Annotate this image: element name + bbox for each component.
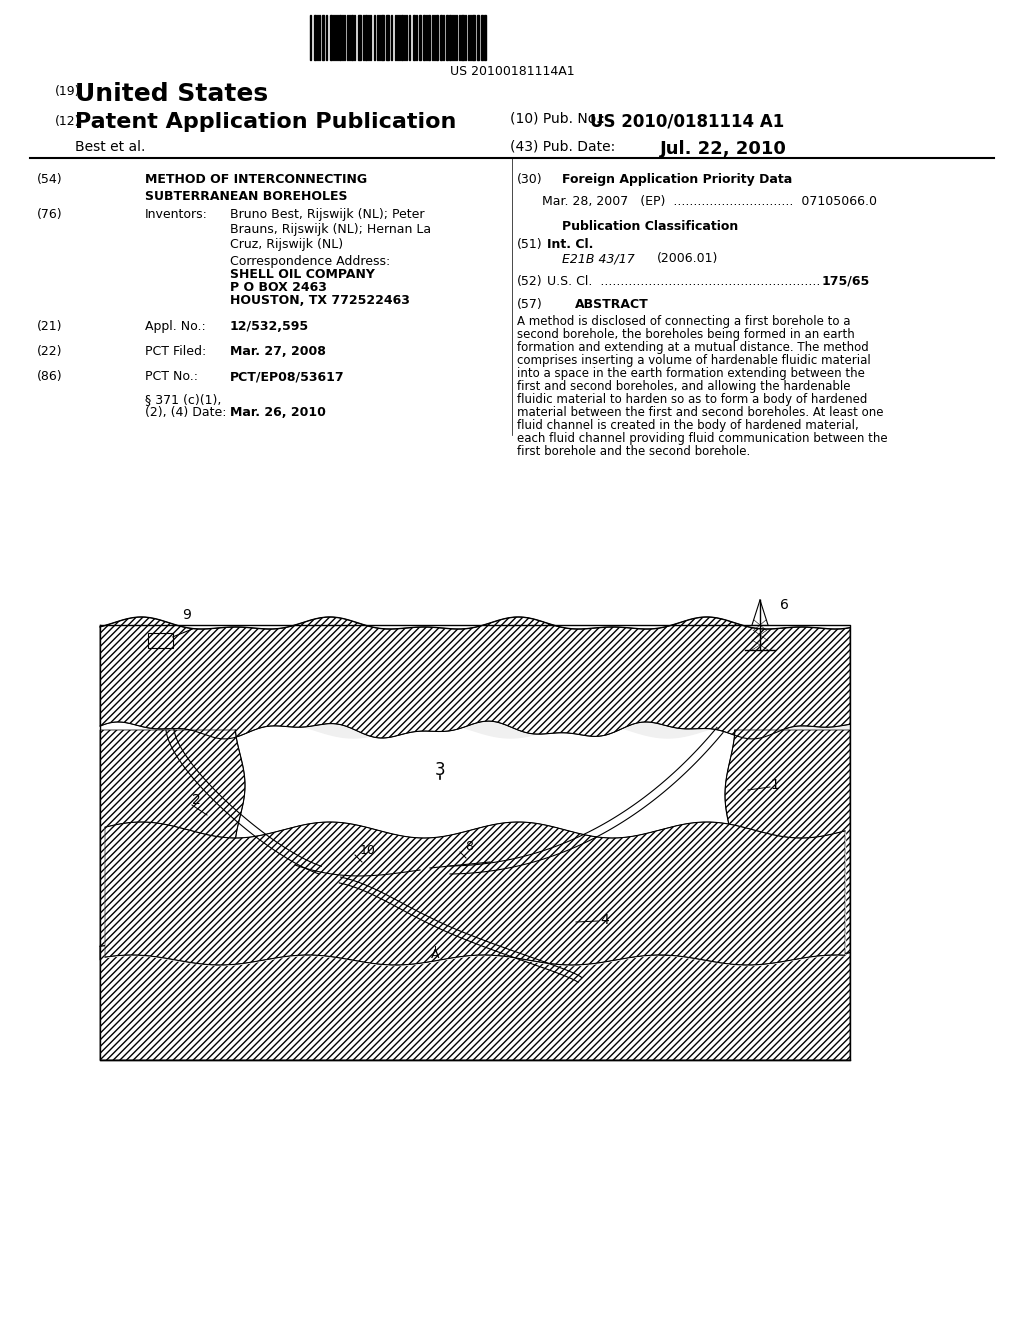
Text: A: A — [431, 949, 439, 961]
Bar — [358, 15, 361, 59]
Bar — [484, 15, 486, 59]
Text: Foreign Application Priority Data: Foreign Application Priority Data — [562, 173, 793, 186]
Text: PCT No.:: PCT No.: — [145, 370, 198, 383]
Text: PCT Filed:: PCT Filed: — [145, 345, 206, 358]
Text: Jul. 22, 2010: Jul. 22, 2010 — [660, 140, 786, 158]
Text: 3: 3 — [434, 762, 445, 779]
Bar — [436, 15, 438, 59]
Polygon shape — [100, 945, 850, 1060]
Text: fluid channel is created in the body of hardened material,: fluid channel is created in the body of … — [517, 418, 859, 432]
Text: (51): (51) — [517, 238, 543, 251]
Bar — [351, 15, 353, 59]
Text: U.S. Cl.  .......................................................: U.S. Cl. ...............................… — [547, 275, 820, 288]
Text: into a space in the earth formation extending between the: into a space in the earth formation exte… — [517, 367, 865, 380]
Bar — [330, 15, 332, 59]
Text: United States: United States — [75, 82, 268, 106]
Text: (22): (22) — [37, 345, 62, 358]
Bar — [339, 15, 341, 59]
Text: 6: 6 — [780, 598, 788, 612]
Text: Mar. 26, 2010: Mar. 26, 2010 — [230, 407, 326, 418]
Bar — [461, 15, 464, 59]
Text: 175/65: 175/65 — [822, 275, 870, 288]
Bar — [413, 15, 415, 59]
Bar — [401, 15, 403, 59]
Text: 8: 8 — [465, 841, 473, 854]
Text: (86): (86) — [37, 370, 62, 383]
Text: fluidic material to harden so as to form a body of hardened: fluidic material to harden so as to form… — [517, 393, 867, 407]
Text: (52): (52) — [517, 275, 543, 288]
Text: 10: 10 — [360, 843, 376, 857]
Bar — [148, 634, 173, 648]
Text: (12): (12) — [55, 115, 81, 128]
Bar — [386, 15, 389, 59]
Text: Int. Cl.: Int. Cl. — [547, 238, 593, 251]
Text: SHELL OIL COMPANY: SHELL OIL COMPANY — [230, 268, 375, 281]
Text: (76): (76) — [37, 209, 62, 220]
Text: comprises inserting a volume of hardenable fluidic material: comprises inserting a volume of hardenab… — [517, 354, 870, 367]
Text: 9: 9 — [182, 609, 190, 622]
Text: (10) Pub. No.:: (10) Pub. No.: — [510, 112, 605, 125]
Text: second borehole, the boreholes being formed in an earth: second borehole, the boreholes being for… — [517, 327, 855, 341]
Bar — [423, 15, 425, 59]
Text: HOUSTON, TX 772522463: HOUSTON, TX 772522463 — [230, 294, 410, 308]
Text: (2), (4) Date:: (2), (4) Date: — [145, 407, 226, 418]
Text: 1: 1 — [770, 777, 779, 792]
Polygon shape — [105, 822, 845, 965]
Polygon shape — [100, 730, 245, 960]
Bar — [440, 15, 442, 59]
Polygon shape — [725, 730, 850, 960]
Text: each fluid channel providing fluid communication between the: each fluid channel providing fluid commu… — [517, 432, 888, 445]
Text: Mar. 27, 2008: Mar. 27, 2008 — [230, 345, 326, 358]
Text: Publication Classification: Publication Classification — [562, 220, 738, 234]
Text: ABSTRACT: ABSTRACT — [575, 298, 649, 312]
Polygon shape — [100, 616, 850, 739]
Text: US 20100181114A1: US 20100181114A1 — [450, 65, 574, 78]
Text: 4: 4 — [600, 913, 608, 927]
Text: material between the first and second boreholes. At least one: material between the first and second bo… — [517, 407, 884, 418]
Text: (54): (54) — [37, 173, 62, 186]
Text: Appl. No.:: Appl. No.: — [145, 319, 206, 333]
Bar — [419, 15, 421, 59]
Bar — [381, 15, 384, 59]
Bar — [449, 15, 451, 59]
Text: Bruno Best, Rijswijk (NL); Peter: Bruno Best, Rijswijk (NL); Peter — [230, 209, 425, 220]
Polygon shape — [100, 730, 245, 960]
Text: US 2010/0181114 A1: US 2010/0181114 A1 — [590, 112, 784, 129]
Text: Inventors:: Inventors: — [145, 209, 208, 220]
Polygon shape — [100, 616, 850, 738]
Text: E21B 43/17: E21B 43/17 — [562, 252, 635, 265]
Bar — [322, 15, 324, 59]
Text: Patent Application Publication: Patent Application Publication — [75, 112, 457, 132]
Text: § 371 (c)(1),: § 371 (c)(1), — [145, 393, 221, 407]
Text: Best et al.: Best et al. — [75, 140, 145, 154]
Text: Mar. 28, 2007   (EP)  ..............................  07105066.0: Mar. 28, 2007 (EP) .....................… — [542, 195, 877, 209]
Text: PCT/EP08/53617: PCT/EP08/53617 — [230, 370, 345, 383]
Text: (43) Pub. Date:: (43) Pub. Date: — [510, 140, 615, 154]
Polygon shape — [725, 730, 850, 960]
Text: (57): (57) — [517, 298, 543, 312]
Text: Cruz, Rijswijk (NL): Cruz, Rijswijk (NL) — [230, 238, 343, 251]
Text: (19): (19) — [55, 84, 81, 98]
Bar — [365, 15, 367, 59]
Bar — [472, 15, 475, 59]
Bar — [446, 15, 449, 59]
Bar — [314, 15, 316, 59]
Text: (2006.01): (2006.01) — [657, 252, 719, 265]
Text: first borehole and the second borehole.: first borehole and the second borehole. — [517, 445, 751, 458]
Text: formation and extending at a mutual distance. The method: formation and extending at a mutual dist… — [517, 341, 868, 354]
Bar — [477, 15, 479, 59]
Text: A method is disclosed of connecting a first borehole to a: A method is disclosed of connecting a fi… — [517, 315, 851, 327]
Text: first and second boreholes, and allowing the hardenable: first and second boreholes, and allowing… — [517, 380, 851, 393]
Text: METHOD OF INTERCONNECTING
SUBTERRANEAN BOREHOLES: METHOD OF INTERCONNECTING SUBTERRANEAN B… — [145, 173, 368, 203]
Text: Correspondence Address:: Correspondence Address: — [230, 255, 390, 268]
Text: 12/532,595: 12/532,595 — [230, 319, 309, 333]
Text: (30): (30) — [517, 173, 543, 186]
Text: (21): (21) — [37, 319, 62, 333]
Bar — [428, 15, 430, 59]
Text: P O BOX 2463: P O BOX 2463 — [230, 281, 327, 294]
Text: Brauns, Rijswijk (NL); Hernan La: Brauns, Rijswijk (NL); Hernan La — [230, 223, 431, 236]
Text: 2: 2 — [193, 793, 201, 807]
Bar — [481, 15, 483, 59]
